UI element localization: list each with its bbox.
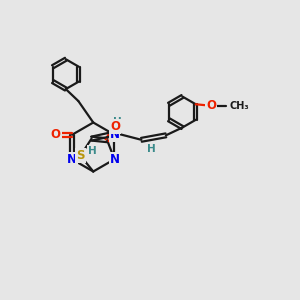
Text: O: O [51, 128, 61, 141]
Text: S: S [76, 149, 85, 162]
Text: N: N [110, 153, 119, 166]
Text: H: H [148, 144, 156, 154]
Text: N: N [67, 153, 77, 166]
Text: N: N [110, 128, 119, 141]
Text: CH₃: CH₃ [230, 101, 249, 111]
Text: O: O [110, 120, 121, 133]
Text: O: O [206, 99, 216, 112]
Text: H: H [88, 146, 97, 156]
Text: H: H [113, 117, 122, 127]
